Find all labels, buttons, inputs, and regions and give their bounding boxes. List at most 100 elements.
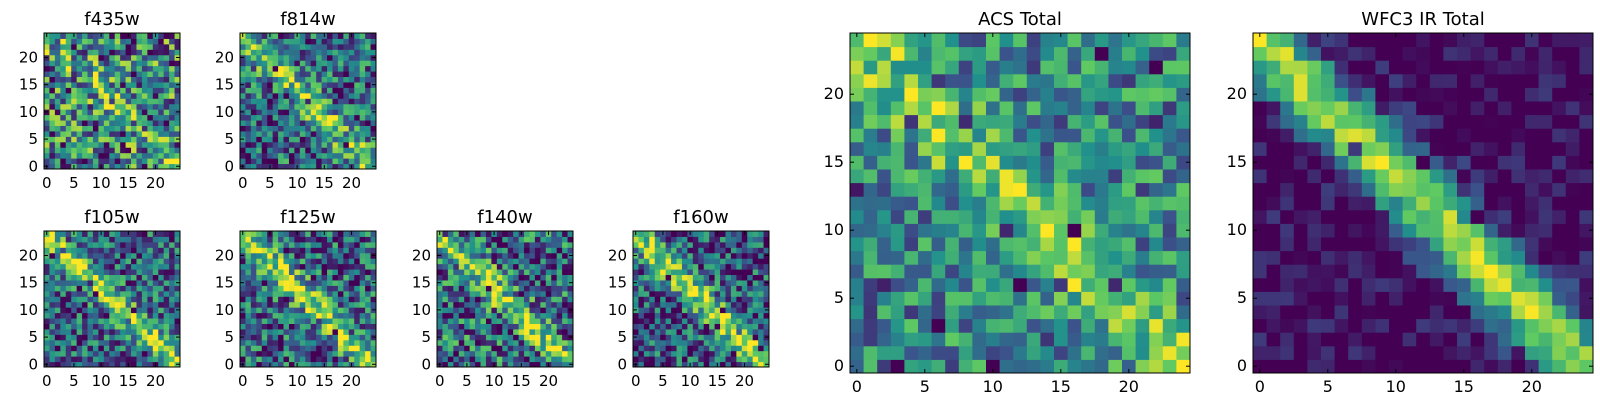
- heatmap-cell: [529, 301, 536, 308]
- heatmap-cell: [65, 307, 72, 314]
- heatmap-cell: [1416, 250, 1431, 265]
- heatmap-cell: [736, 361, 743, 368]
- heatmap-cell: [278, 60, 285, 67]
- heatmap-cell: [752, 279, 759, 286]
- heatmap-cell: [633, 312, 639, 319]
- heatmap-cell: [447, 258, 454, 265]
- heatmap-cell: [272, 328, 279, 335]
- y-tick-label: 15: [215, 274, 234, 292]
- heatmap-cell: [758, 236, 765, 243]
- heatmap-cell: [49, 152, 56, 159]
- heatmap-cell: [98, 274, 105, 281]
- heatmap-cell: [437, 312, 443, 319]
- heatmap-cell: [556, 312, 563, 319]
- heatmap-cell: [1040, 223, 1055, 238]
- heatmap-cell: [348, 114, 355, 121]
- heatmap-cell: [125, 81, 132, 88]
- heatmap-cell: [82, 334, 89, 341]
- heatmap-cell: [698, 241, 705, 248]
- heatmap-cell: [931, 33, 946, 48]
- heatmap-cell: [475, 301, 482, 308]
- y-tick-label: 10: [215, 301, 234, 319]
- heatmap-cell: [337, 263, 344, 270]
- heatmap-cell: [359, 71, 366, 78]
- heatmap-cell: [469, 296, 476, 303]
- heatmap-cell: [60, 141, 67, 148]
- heatmap-cell: [240, 350, 246, 357]
- heatmap-cell: [720, 263, 726, 270]
- heatmap-cell: [337, 54, 344, 61]
- heatmap-cell: [370, 60, 377, 67]
- heatmap-cell: [245, 361, 252, 368]
- heatmap-cell: [114, 38, 121, 45]
- heatmap-cell: [1040, 169, 1055, 184]
- heatmap-cell: [321, 274, 328, 281]
- heatmap-cell: [730, 252, 737, 259]
- heatmap-cell: [120, 71, 127, 78]
- heatmap-cell: [158, 43, 165, 50]
- heatmap-cell: [136, 318, 143, 324]
- heatmap-cell: [1135, 305, 1150, 320]
- heatmap-cell: [174, 114, 181, 121]
- heatmap-cell: [169, 98, 176, 105]
- y-tick-label: 20: [412, 246, 431, 264]
- heatmap-cell: [1026, 223, 1041, 238]
- heatmap-cell: [1162, 250, 1177, 265]
- heatmap-cell: [681, 236, 688, 243]
- y-tick-label: 20: [19, 246, 38, 264]
- heatmap-cell: [365, 247, 372, 254]
- heatmap-cell: [1280, 155, 1295, 170]
- heatmap-cell: [365, 252, 372, 259]
- heatmap-cell: [747, 269, 754, 276]
- heatmap-cell: [524, 323, 530, 330]
- heatmap-cell: [442, 350, 449, 357]
- heatmap-cell: [65, 130, 72, 137]
- heatmap-cell: [491, 350, 498, 357]
- heatmap-cell: [87, 247, 94, 254]
- heatmap-cell: [240, 290, 246, 297]
- heatmap-cell: [692, 296, 699, 303]
- heatmap-cell: [310, 98, 317, 105]
- x-tick-label: 20: [1119, 377, 1139, 396]
- heatmap-cell: [703, 263, 710, 270]
- heatmap-cell: [348, 141, 355, 148]
- heatmap-cell: [986, 291, 1001, 306]
- heatmap-cell: [240, 247, 246, 254]
- heatmap-cell: [491, 301, 498, 308]
- heatmap-cell: [507, 247, 514, 254]
- heatmap-cell: [65, 76, 72, 83]
- heatmap-cell: [343, 231, 350, 237]
- heatmap-cell: [709, 307, 716, 314]
- heatmap-cell: [163, 263, 170, 270]
- panel-title: f814w: [280, 9, 335, 30]
- heatmap-cell: [256, 103, 263, 110]
- x-tick-label: 5: [69, 174, 79, 192]
- heatmap-cell: [1108, 155, 1123, 170]
- heatmap-cell: [103, 236, 110, 243]
- heatmap-cell: [354, 76, 361, 83]
- heatmap-cell: [703, 258, 710, 265]
- heatmap-cell: [316, 71, 323, 78]
- heatmap-cell: [92, 49, 99, 56]
- heatmap-cell: [720, 241, 726, 248]
- heatmap-cell: [240, 152, 246, 159]
- heatmap-cell: [370, 339, 377, 346]
- heatmap-cell: [256, 345, 263, 352]
- heatmap-cell: [245, 231, 252, 237]
- heatmap-cell: [931, 46, 946, 61]
- heatmap-cell: [103, 60, 110, 67]
- heatmap-cell: [60, 279, 67, 286]
- heatmap-cell: [1375, 182, 1390, 197]
- heatmap-cell: [1108, 182, 1123, 197]
- heatmap-cell: [692, 350, 699, 357]
- heatmap-cell: [365, 136, 372, 143]
- heatmap-cell: [485, 296, 492, 303]
- heatmap-cell: [638, 361, 645, 368]
- heatmap-cell: [986, 318, 1001, 333]
- heatmap-cell: [131, 147, 137, 154]
- heatmap-cell: [131, 285, 137, 292]
- heatmap-cell: [747, 296, 754, 303]
- heatmap-cell: [250, 334, 257, 341]
- heatmap-cell: [261, 125, 268, 132]
- heatmap-cell: [250, 285, 257, 292]
